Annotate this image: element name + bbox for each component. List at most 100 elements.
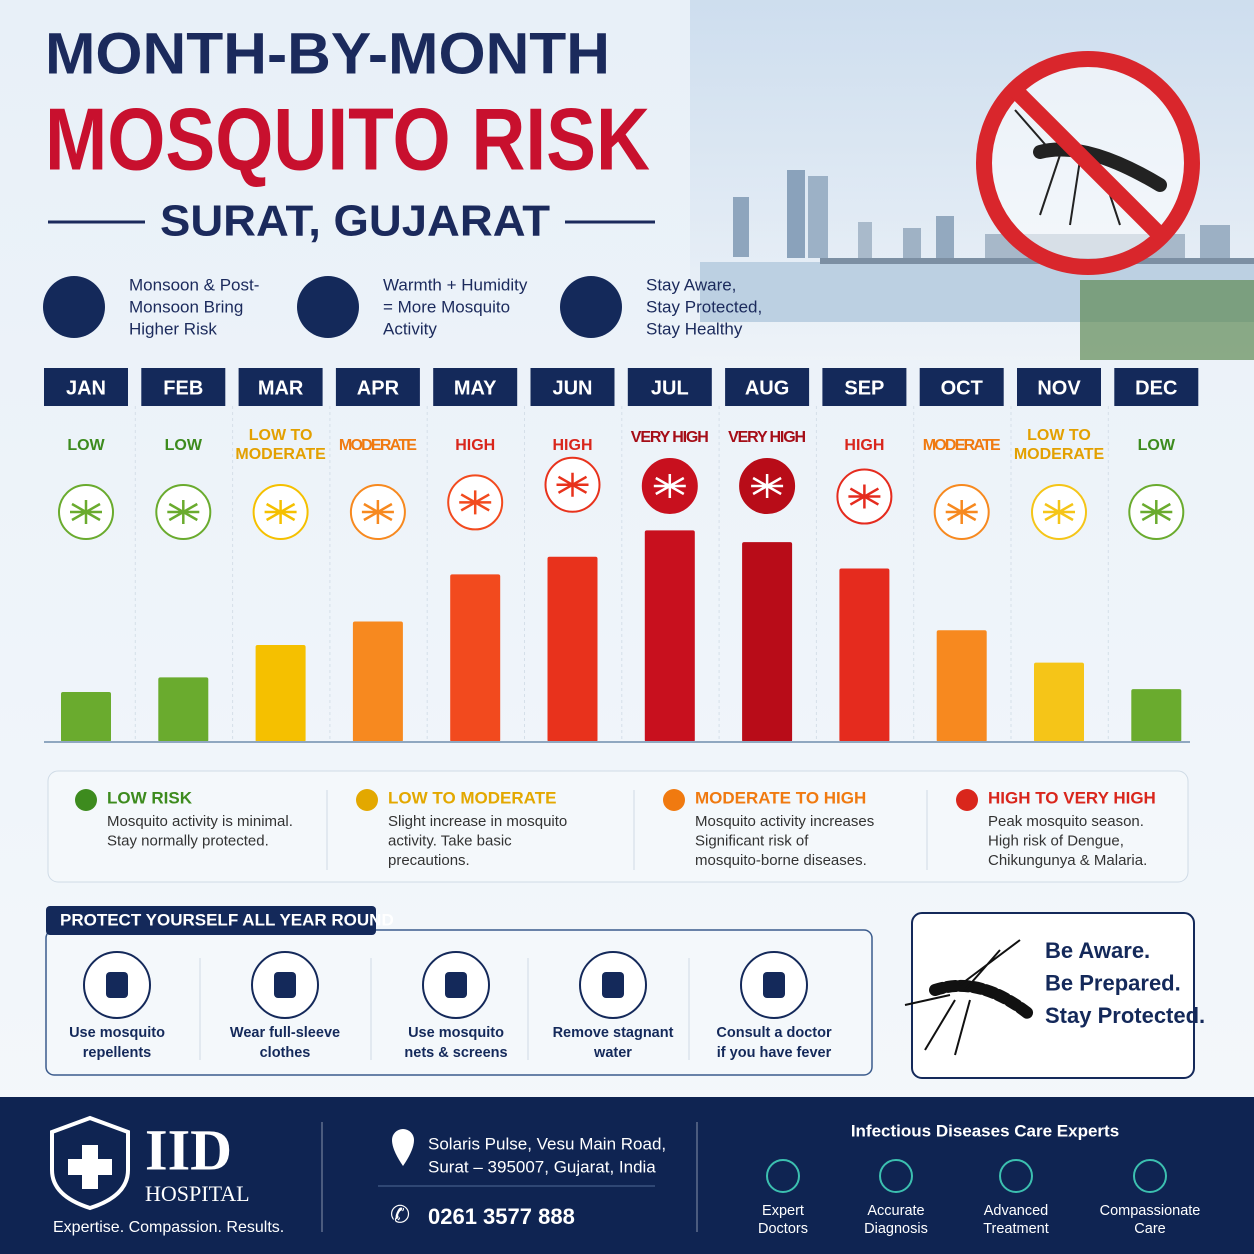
risk-label: HIGH <box>553 437 593 454</box>
protect-icon <box>763 972 785 998</box>
phone-icon: ✆ <box>390 1201 410 1228</box>
info-text: Monsoon & Post- <box>129 275 259 294</box>
legend-dot <box>956 789 978 811</box>
protect-label: Use mosquito <box>408 1025 504 1041</box>
legend-text: Chikungunya & Malaria. <box>988 852 1147 869</box>
legend-text: Peak mosquito season. <box>988 813 1144 830</box>
x-tick-label: DEC <box>1135 377 1177 399</box>
protect-tab <box>46 906 376 935</box>
risk-icon <box>1043 500 1075 524</box>
protect-title: PROTECT YOURSELF ALL YEAR ROUND <box>60 910 394 929</box>
risk-icon <box>751 474 784 498</box>
bar <box>158 677 209 742</box>
month-header <box>627 368 712 406</box>
x-tick-label: FEB <box>163 377 203 399</box>
protect-label: Use mosquito <box>69 1025 165 1041</box>
address: Surat – 395007, Gujarat, India <box>428 1157 656 1176</box>
risk-icon <box>653 474 686 498</box>
bar <box>1131 689 1182 742</box>
risk-label: VERY HIGH <box>631 429 709 446</box>
month-header <box>822 368 907 406</box>
info-icon <box>297 276 359 338</box>
x-tick-label: OCT <box>941 377 983 399</box>
feature-label: Care <box>1134 1221 1165 1237</box>
footer <box>0 1097 1254 1254</box>
bar <box>1034 662 1084 742</box>
tagline: Stay Protected. <box>1045 1003 1205 1028</box>
risk-icon <box>459 490 492 515</box>
risk-icon <box>1140 500 1173 524</box>
address: Solaris Pulse, Vesu Main Road, <box>428 1134 666 1153</box>
no-mosquito-sign <box>976 51 1200 275</box>
protect-label: Remove stagnant <box>553 1025 674 1041</box>
month-header <box>335 368 420 406</box>
risk-label: LOW <box>165 437 203 454</box>
feature-icon <box>766 1159 800 1193</box>
footer-heading: Infectious Diseases Care Experts <box>851 1121 1119 1140</box>
title: MONTH-BY-MONTH <box>45 21 610 86</box>
risk-label: MODERATE <box>923 437 1001 454</box>
info-icon <box>560 276 622 338</box>
legend-box <box>47 770 1189 883</box>
protect-label: Wear full-sleeve <box>230 1025 340 1041</box>
month-header <box>238 368 323 406</box>
legend-text: Mosquito activity increases <box>695 813 874 830</box>
protect-label: repellents <box>83 1045 152 1061</box>
protect-icon <box>602 972 624 998</box>
mosquito-art <box>904 939 1036 1056</box>
pin-icon <box>392 1129 414 1166</box>
legend-text: Significant risk of <box>695 832 809 849</box>
protect-icon <box>274 972 296 998</box>
feature-label: Diagnosis <box>864 1221 928 1237</box>
bar <box>936 630 987 742</box>
feature-icon <box>1133 1159 1167 1193</box>
risk-label: LOW <box>1138 437 1176 454</box>
bar <box>742 542 793 742</box>
legend-text: Mosquito activity is minimal. <box>107 813 293 830</box>
protect-label: Consult a doctor <box>716 1025 832 1041</box>
feature-label: Accurate <box>867 1203 924 1219</box>
month-header <box>433 368 518 406</box>
legend-text: activity. Take basic <box>388 832 512 849</box>
motto: Expertise. Compassion. Results. <box>53 1219 284 1236</box>
legend-text: precautions. <box>388 852 470 869</box>
x-tick-label: NOV <box>1037 377 1081 399</box>
risk-label: MODERATE <box>235 446 326 463</box>
legend-dot <box>75 789 97 811</box>
info-text: Monsoon Bring <box>129 297 243 316</box>
risk-icon <box>70 500 102 524</box>
x-tick-label: JAN <box>66 377 106 399</box>
x-tick-label: AUG <box>745 377 789 399</box>
risk-label: VERY HIGH <box>728 429 806 446</box>
info-icon <box>43 276 105 338</box>
feature-label: Doctors <box>758 1221 808 1237</box>
info-text: Higher Risk <box>129 319 217 338</box>
feature-label: Advanced <box>984 1203 1049 1219</box>
feature-label: Treatment <box>983 1221 1049 1237</box>
bar <box>839 568 890 742</box>
legend-title: LOW TO MODERATE <box>388 788 556 807</box>
legend-title: MODERATE TO HIGH <box>695 788 866 807</box>
bar <box>255 644 306 742</box>
month-header <box>1017 368 1101 406</box>
legend-title: HIGH TO VERY HIGH <box>988 788 1156 807</box>
protect-label: water <box>593 1045 632 1061</box>
month-header <box>919 368 1004 406</box>
risk-label: LOW TO <box>249 427 313 444</box>
tagline-box <box>911 912 1195 1079</box>
bar <box>547 556 598 742</box>
feature-label: Expert <box>762 1203 804 1219</box>
info-text: Stay Healthy <box>646 319 743 338</box>
feature-label: Compassionate <box>1100 1203 1201 1219</box>
tagline: Be Prepared. <box>1045 970 1181 995</box>
legend-text: mosquito-borne diseases. <box>695 852 867 869</box>
legend-text: High risk of Dengue, <box>988 832 1124 849</box>
phone: 0261 3577 888 <box>428 1204 575 1229</box>
risk-label: MODERATE <box>1014 446 1105 463</box>
risk-icon <box>167 500 200 524</box>
feature-icon <box>999 1159 1033 1193</box>
risk-icon <box>848 484 881 509</box>
protect-label: clothes <box>260 1045 311 1061</box>
risk-label: HIGH <box>455 437 495 454</box>
x-tick-label: JUL <box>651 377 689 399</box>
